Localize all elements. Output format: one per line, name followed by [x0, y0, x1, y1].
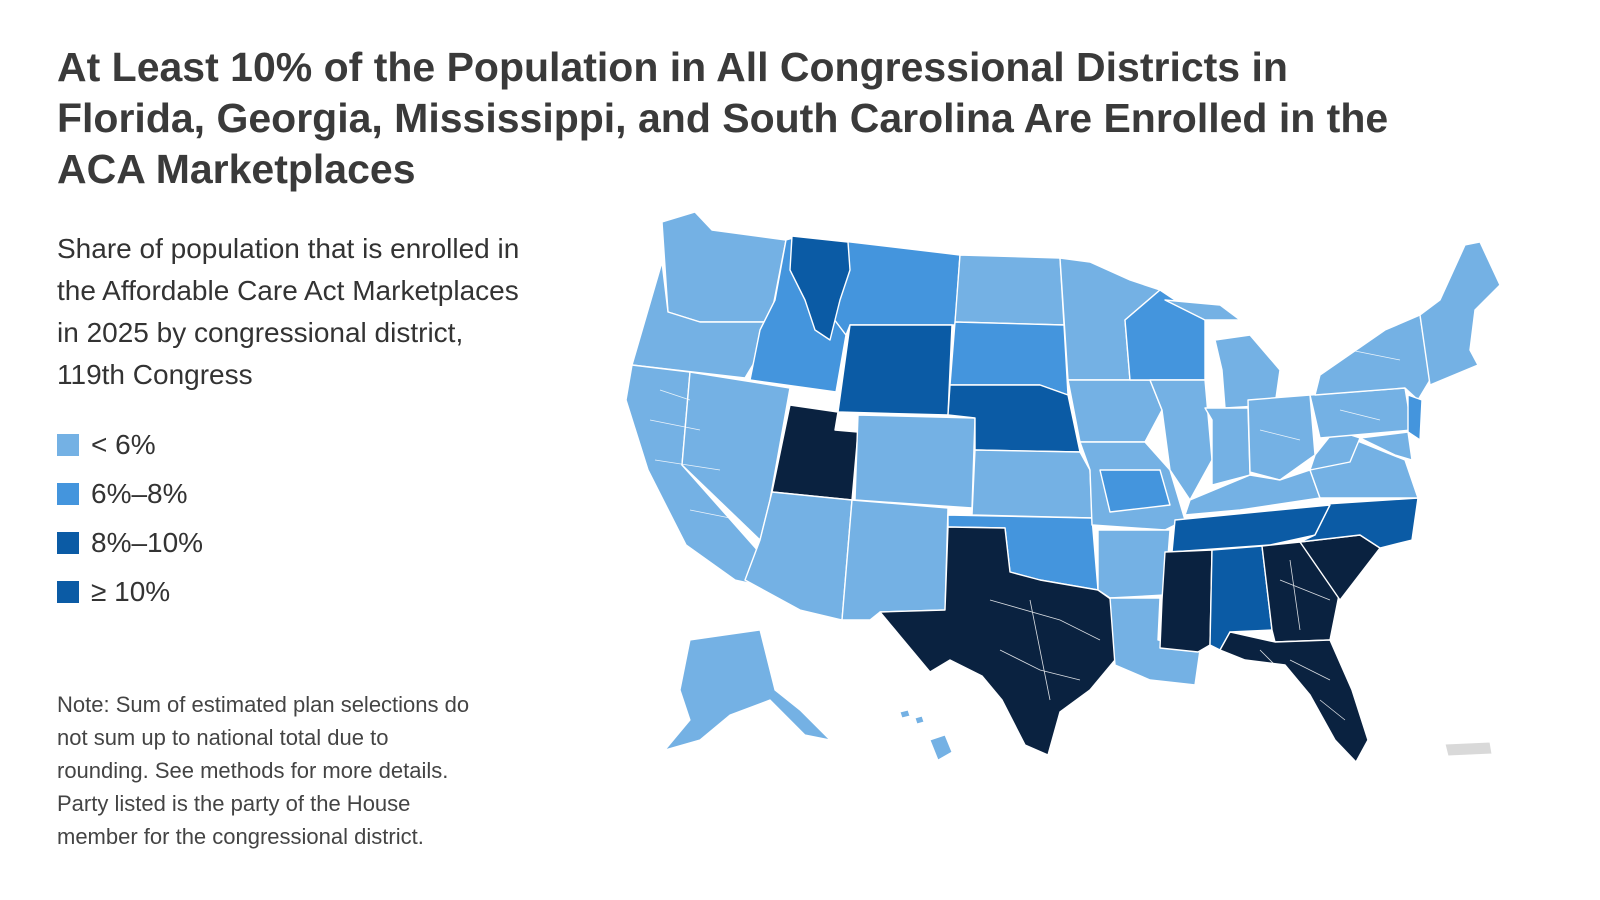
region-tennessee[interactable] — [1171, 504, 1331, 553]
note-line-2: not sum up to national total due to — [57, 725, 389, 750]
region-missouri-districts[interactable] — [1099, 469, 1171, 513]
legend-item-8-10[interactable]: 8%–10% — [57, 518, 203, 567]
region-new-england[interactable] — [1419, 241, 1501, 386]
title-line-2: Florida, Georgia, Mississippi, and South… — [57, 95, 1389, 141]
state-regions — [625, 211, 1501, 763]
us-district-map — [625, 211, 1501, 763]
chart-subtitle: Share of population that is enrolled in … — [57, 228, 617, 396]
legend-item-6-8[interactable]: 6%–8% — [57, 469, 203, 518]
note-line-3: rounding. See methods for more details. — [57, 758, 449, 783]
region-florida[interactable] — [1219, 631, 1369, 763]
region-wyoming[interactable] — [837, 324, 953, 416]
legend-swatch-ge10 — [57, 580, 79, 603]
region-ohio[interactable] — [1247, 394, 1316, 481]
legend-swatch-8-10 — [57, 531, 79, 554]
subtitle-line-4: 119th Congress — [57, 359, 253, 390]
region-new-jersey[interactable] — [1407, 394, 1423, 441]
district-lines — [649, 349, 1401, 721]
title-line-3: ACA Marketplaces — [57, 146, 416, 192]
legend-label-lt6: < 6% — [91, 428, 156, 460]
region-michigan[interactable] — [1214, 334, 1281, 409]
region-montana-west[interactable] — [789, 235, 851, 341]
region-texas[interactable] — [879, 526, 1116, 756]
legend-label-ge10: ≥ 10% — [91, 575, 171, 607]
district-line-fl — [1259, 649, 1346, 721]
region-maryland[interactable] — [1359, 431, 1413, 461]
region-pennsylvania[interactable] — [1309, 387, 1413, 439]
region-indiana[interactable] — [1204, 407, 1251, 486]
region-colorado[interactable] — [854, 414, 976, 509]
subtitle-line-1: Share of population that is enrolled in — [57, 233, 520, 264]
map-legend: < 6% 6%–8% 8%–10% ≥ 10% — [57, 420, 203, 616]
legend-swatch-6-8 — [57, 482, 79, 505]
region-hawaii[interactable] — [899, 709, 953, 761]
region-mississippi[interactable] — [1159, 549, 1213, 653]
legend-label-6-8: 6%–8% — [91, 477, 188, 509]
region-kansas[interactable] — [971, 449, 1093, 519]
region-south-dakota[interactable] — [949, 321, 1069, 396]
note-line-5: member for the congressional district. — [57, 824, 424, 849]
note-line-4: Party listed is the party of the House — [57, 791, 411, 816]
region-north-carolina[interactable] — [1299, 497, 1419, 549]
district-line-ca — [649, 389, 741, 521]
region-louisiana[interactable] — [1109, 597, 1201, 686]
title-line-1: At Least 10% of the Population in All Co… — [57, 44, 1288, 90]
district-line-ga — [1279, 559, 1331, 631]
region-new-mexico[interactable] — [841, 499, 949, 621]
note-line-1: Note: Sum of estimated plan selections d… — [57, 692, 470, 717]
region-alaska[interactable] — [663, 629, 832, 752]
region-north-dakota[interactable] — [954, 254, 1065, 326]
region-michigan-up[interactable] — [1164, 299, 1241, 321]
legend-item-lt6[interactable]: < 6% — [57, 420, 203, 469]
district-line-tx — [989, 599, 1101, 701]
region-new-york[interactable] — [1314, 314, 1431, 401]
subtitle-line-2: the Affordable Care Act Marketplaces — [57, 275, 519, 306]
subtitle-line-3: in 2025 by congressional district, — [57, 317, 464, 348]
region-arkansas[interactable] — [1097, 529, 1171, 599]
legend-label-8-10: 8%–10% — [91, 526, 204, 558]
legend-swatch-lt6 — [57, 433, 79, 456]
district-line-east — [1259, 349, 1401, 441]
legend-item-ge10[interactable]: ≥ 10% — [57, 567, 203, 616]
region-puerto-rico[interactable] — [1444, 741, 1493, 757]
footnote: Note: Sum of estimated plan selections d… — [57, 688, 537, 853]
region-iowa[interactable] — [1067, 379, 1163, 443]
region-washington[interactable] — [661, 211, 787, 323]
chart-title: At Least 10% of the Population in All Co… — [57, 42, 1537, 195]
